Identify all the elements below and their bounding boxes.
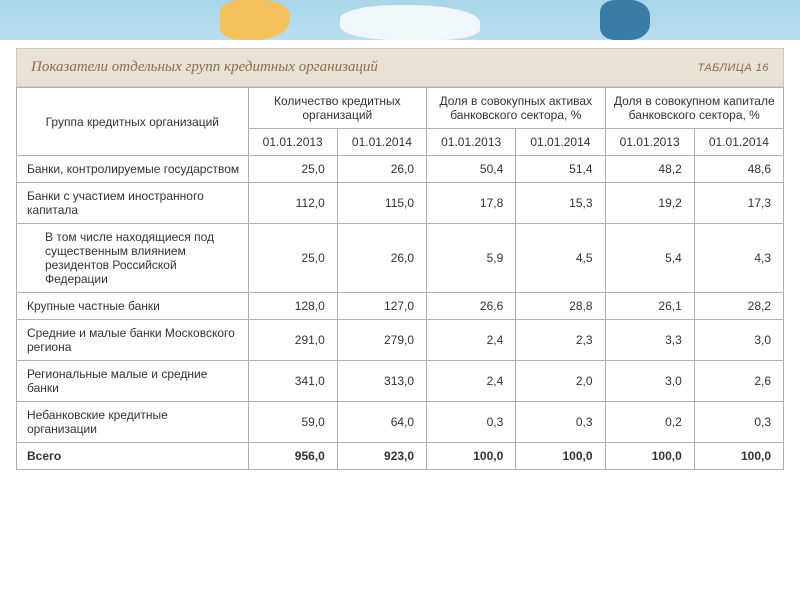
table-row: Крупные частные банки128,0127,026,628,82… xyxy=(17,293,784,320)
total-cell: 100,0 xyxy=(427,443,516,470)
data-cell: 0,3 xyxy=(427,402,516,443)
data-cell: 0,3 xyxy=(694,402,783,443)
data-cell: 3,0 xyxy=(605,361,694,402)
data-cell: 25,0 xyxy=(248,156,337,183)
data-cell: 313,0 xyxy=(337,361,426,402)
map-shape-blue xyxy=(600,0,650,40)
data-cell: 2,4 xyxy=(427,320,516,361)
data-cell: 3,0 xyxy=(694,320,783,361)
data-cell: 112,0 xyxy=(248,183,337,224)
col-date: 01.01.2013 xyxy=(605,129,694,156)
row-label: Средние и малые банки Московского регион… xyxy=(17,320,249,361)
col-header-capital: Доля в совокупном капитале банковского с… xyxy=(605,88,783,129)
row-label: Региональные малые и средние банки xyxy=(17,361,249,402)
col-header-group: Группа кредитных организаций xyxy=(17,88,249,156)
data-cell: 2,6 xyxy=(694,361,783,402)
map-shape-yellow xyxy=(220,0,290,40)
row-label: Крупные частные банки xyxy=(17,293,249,320)
data-cell: 26,0 xyxy=(337,224,426,293)
data-cell: 59,0 xyxy=(248,402,337,443)
data-cell: 28,2 xyxy=(694,293,783,320)
table-header-bar: Показатели отдельных групп кредитных орг… xyxy=(16,48,784,87)
table-body: Банки, контролируемые государством25,026… xyxy=(17,156,784,470)
col-date: 01.01.2014 xyxy=(694,129,783,156)
data-cell: 2,3 xyxy=(516,320,605,361)
data-cell: 5,4 xyxy=(605,224,694,293)
data-cell: 0,2 xyxy=(605,402,694,443)
data-cell: 4,3 xyxy=(694,224,783,293)
data-cell: 4,5 xyxy=(516,224,605,293)
data-cell: 128,0 xyxy=(248,293,337,320)
col-date: 01.01.2013 xyxy=(248,129,337,156)
total-cell: 923,0 xyxy=(337,443,426,470)
table-row: В том числе находящиеся под существенным… xyxy=(17,224,784,293)
data-cell: 279,0 xyxy=(337,320,426,361)
total-cell: 100,0 xyxy=(516,443,605,470)
data-cell: 64,0 xyxy=(337,402,426,443)
data-cell: 291,0 xyxy=(248,320,337,361)
data-cell: 127,0 xyxy=(337,293,426,320)
data-cell: 28,8 xyxy=(516,293,605,320)
data-cell: 26,0 xyxy=(337,156,426,183)
data-cell: 15,3 xyxy=(516,183,605,224)
total-cell: 956,0 xyxy=(248,443,337,470)
data-cell: 0,3 xyxy=(516,402,605,443)
data-cell: 51,4 xyxy=(516,156,605,183)
table-row: Региональные малые и средние банки341,03… xyxy=(17,361,784,402)
row-label: В том числе находящиеся под существенным… xyxy=(17,224,249,293)
table-row: Банки, контролируемые государством25,026… xyxy=(17,156,784,183)
row-label: Небанковские кредитные организации xyxy=(17,402,249,443)
table-row: Банки с участием иностранного капитала11… xyxy=(17,183,784,224)
data-cell: 48,6 xyxy=(694,156,783,183)
data-cell: 17,3 xyxy=(694,183,783,224)
data-cell: 48,2 xyxy=(605,156,694,183)
data-cell: 115,0 xyxy=(337,183,426,224)
col-date: 01.01.2014 xyxy=(516,129,605,156)
data-table: Группа кредитных организаций Количество … xyxy=(16,87,784,470)
data-cell: 25,0 xyxy=(248,224,337,293)
data-cell: 3,3 xyxy=(605,320,694,361)
table-number-label: ТАБЛИЦА 16 xyxy=(697,62,769,74)
decorative-banner xyxy=(0,0,800,40)
table-total-row: Всего956,0923,0100,0100,0100,0100,0 xyxy=(17,443,784,470)
data-cell: 19,2 xyxy=(605,183,694,224)
row-label: Банки с участием иностранного капитала xyxy=(17,183,249,224)
main-container: Показатели отдельных групп кредитных орг… xyxy=(0,40,800,478)
data-cell: 26,1 xyxy=(605,293,694,320)
total-cell: 100,0 xyxy=(605,443,694,470)
data-cell: 26,6 xyxy=(427,293,516,320)
data-cell: 50,4 xyxy=(427,156,516,183)
data-cell: 2,0 xyxy=(516,361,605,402)
col-date: 01.01.2013 xyxy=(427,129,516,156)
data-cell: 5,9 xyxy=(427,224,516,293)
total-label: Всего xyxy=(17,443,249,470)
row-label: Банки, контролируемые государством xyxy=(17,156,249,183)
table-row: Небанковские кредитные организации59,064… xyxy=(17,402,784,443)
table-title: Показатели отдельных групп кредитных орг… xyxy=(31,59,378,76)
data-cell: 2,4 xyxy=(427,361,516,402)
data-cell: 17,8 xyxy=(427,183,516,224)
col-header-count: Количество кредитных организаций xyxy=(248,88,426,129)
total-cell: 100,0 xyxy=(694,443,783,470)
col-date: 01.01.2014 xyxy=(337,129,426,156)
data-cell: 341,0 xyxy=(248,361,337,402)
col-header-assets: Доля в совокупных активах банковского се… xyxy=(427,88,605,129)
table-row: Средние и малые банки Московского регион… xyxy=(17,320,784,361)
map-shape-white xyxy=(340,5,480,40)
